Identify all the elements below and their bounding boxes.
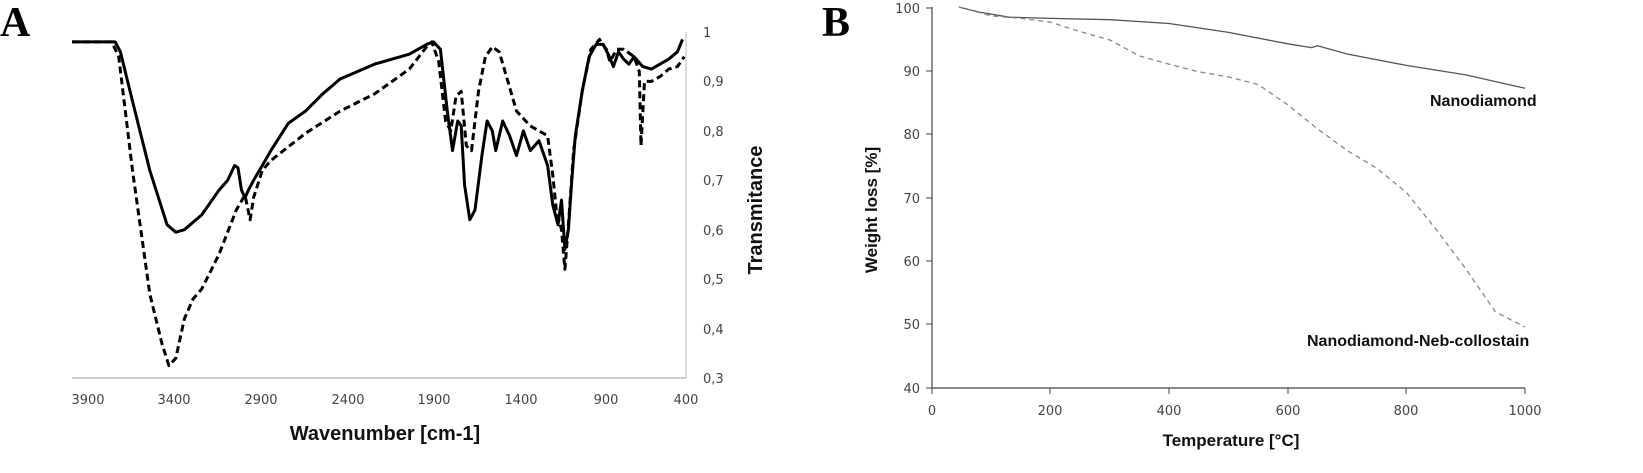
panel-a-y-axis-title: Transmitance (745, 146, 767, 275)
panel-b-x-tick: 400 (1157, 404, 1182, 419)
panel-b-x-tick: 0 (928, 404, 936, 419)
panel-b-x-tick: 600 (1276, 404, 1301, 419)
panel-a-x-tick: 1900 (417, 393, 450, 408)
panel-b-y-ticks: 40 50 60 70 80 90 100 (895, 2, 920, 397)
panel-b-y-tick: 60 (903, 255, 920, 270)
panel-b-series-label-neb-collostain: Nanodiamond-Neb-collostain (1307, 333, 1529, 350)
panel-a-y-tick: 0,9 (703, 75, 724, 90)
panel-a-x-tick: 2400 (331, 393, 364, 408)
panel-a-letter: A (0, 0, 31, 46)
panel-a-series-group (72, 37, 686, 368)
panel-b-x-tick: 800 (1394, 404, 1419, 419)
panel-a-x-tick: 2900 (244, 393, 277, 408)
panel-b-y-axis-title: Weight loss [%] (862, 147, 881, 273)
panel-a-y-tick: 0,6 (703, 224, 724, 239)
panel-a-y-tick: 0,3 (703, 372, 724, 387)
panel-a-x-axis-title: Wavenumber [cm-1] (290, 423, 480, 445)
panel-a-x-tick: 1400 (504, 393, 537, 408)
panel-a-y-tick: 0,4 (703, 323, 724, 338)
panel-a-series-solid-line (72, 38, 684, 251)
panel-b-tick-marks (926, 7, 1526, 394)
panel-a-y-tick: 1 (703, 26, 711, 41)
panel-b-letter: B (822, 0, 850, 46)
panel-a-y-tick: 0,7 (703, 174, 724, 189)
panel-a-y-tick: 0,8 (703, 125, 724, 140)
panel-b-x-tick: 200 (1038, 404, 1063, 419)
panel-b-y-tick: 80 (903, 128, 920, 143)
panel-b-series-solid-line (958, 6, 1526, 89)
panel-b: B 0 200 400 600 800 1000 40 (822, 0, 1542, 450)
panel-b-series-label-nanodiamond: Nanodiamond (1430, 93, 1537, 110)
panel-a-x-tick: 3400 (157, 393, 190, 408)
panel-a-x-ticks: 3900 3400 2900 2400 1900 1400 900 400 (71, 393, 698, 408)
panel-b-y-tick: 90 (903, 65, 920, 80)
panel-b-series-group (958, 6, 1526, 328)
panel-a-x-tick: 900 (594, 393, 619, 408)
panel-b-y-tick: 70 (903, 192, 920, 207)
panel-a-series-dashed-line (72, 37, 686, 368)
panel-b-x-ticks: 0 200 400 600 800 1000 (928, 404, 1542, 419)
panel-a-y-ticks: 0,3 0,4 0,5 0,6 0,7 0,8 0,9 1 (703, 26, 724, 387)
panel-a-y-tick: 0,5 (703, 273, 724, 288)
panel-a: A 3900 3400 2900 2400 1900 1400 900 400 … (0, 0, 767, 445)
panel-b-x-tick: 1000 (1508, 404, 1541, 419)
panel-b-x-axis-title: Temperature [°C] (1163, 431, 1300, 450)
panel-a-x-tick: 400 (674, 393, 699, 408)
panel-a-x-tick: 3900 (71, 393, 104, 408)
panel-b-y-tick: 50 (903, 318, 920, 333)
panel-b-y-tick: 40 (903, 382, 920, 397)
panel-b-series-dashed-line (958, 6, 1526, 328)
panel-b-y-tick: 100 (895, 2, 920, 17)
